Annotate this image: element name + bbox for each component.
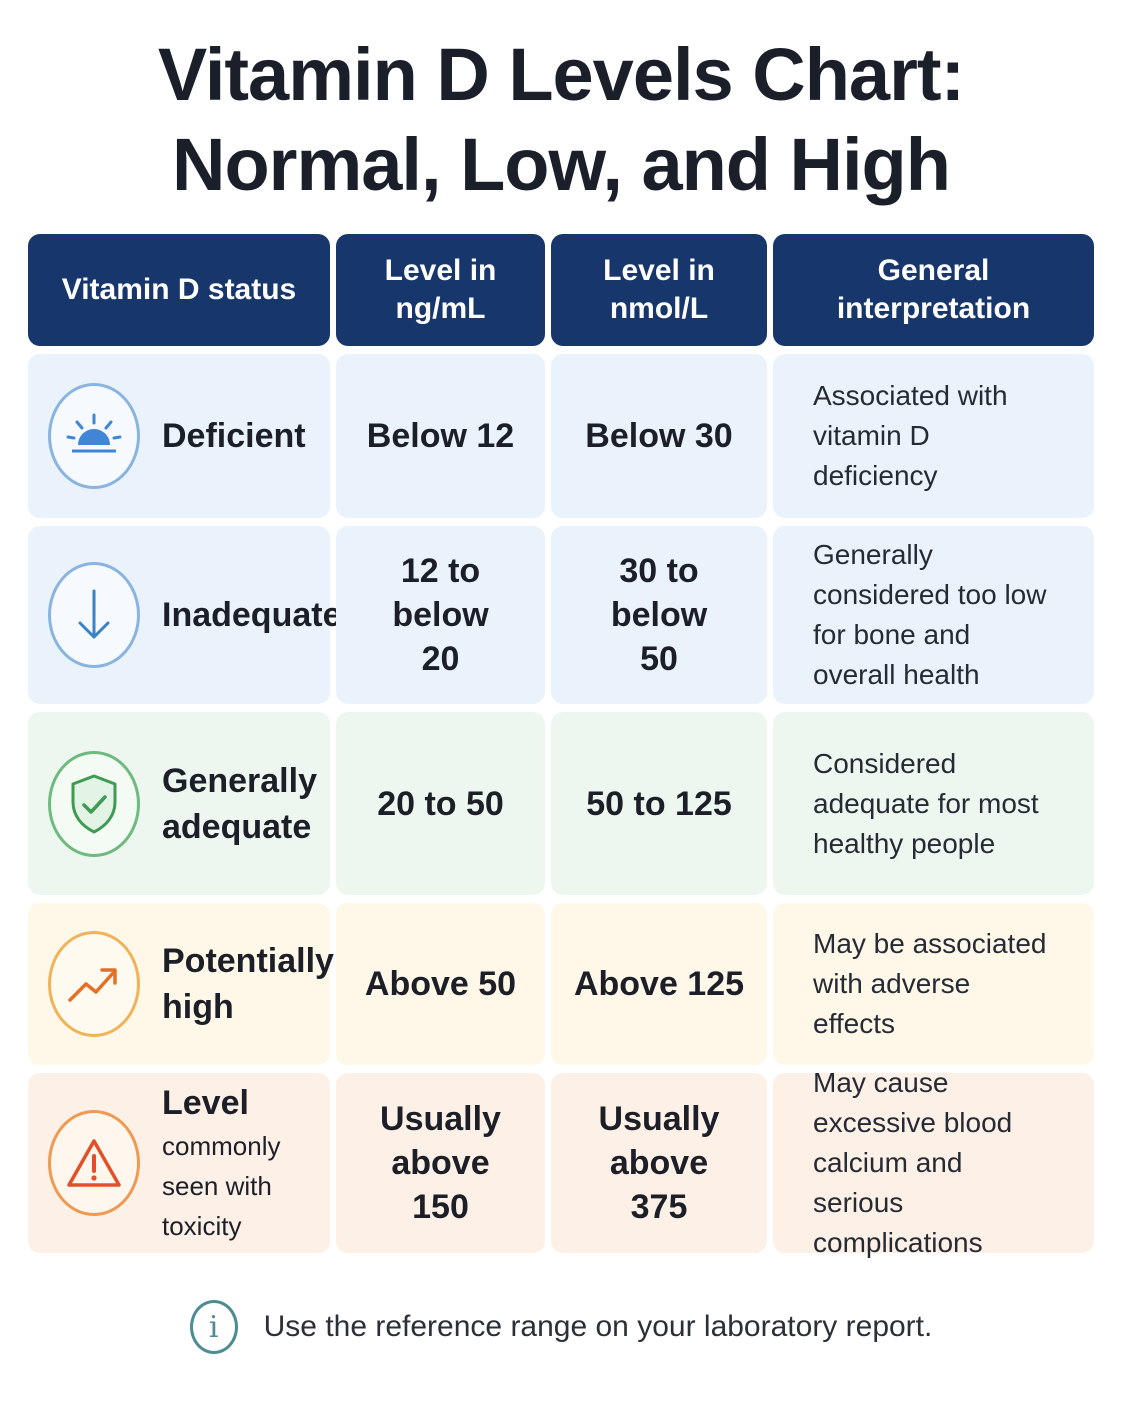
interpretation: Considered adequate for most healthy peo…	[773, 712, 1094, 895]
status-label-line-2: commonly seen with toxicity	[162, 1131, 281, 1241]
value-nmol: Below 30	[551, 354, 767, 518]
title-line-2: Normal, Low, and High	[172, 123, 951, 206]
table-row-status: Generally adequate	[28, 712, 330, 895]
value-nmol: Usually above 375	[551, 1073, 767, 1253]
status-label: Deficient	[162, 417, 306, 455]
status-label: Potentially high	[162, 942, 334, 1026]
footer-note: i Use the reference range on your labora…	[0, 1300, 1122, 1354]
table-row-status: Level commonly seen with toxicity	[28, 1073, 330, 1253]
page-title: Vitamin D Levels Chart: Normal, Low, and…	[0, 30, 1122, 210]
interpretation: May cause excessive blood calcium and se…	[773, 1067, 1094, 1258]
header-ngml: Level in ng/mL	[336, 234, 545, 346]
value-ngml: Above 50	[336, 903, 545, 1065]
value-nmol: 50 to 125	[551, 712, 767, 895]
interpretation: Generally considered too low for bone an…	[773, 526, 1094, 704]
footer-note-text: Use the reference range on your laborato…	[263, 1310, 933, 1343]
header-interpretation: General interpretation	[773, 234, 1094, 346]
value-ngml: 20 to 50	[336, 712, 545, 895]
info-icon: i	[189, 1300, 238, 1354]
warning-icon	[48, 1110, 140, 1216]
shield-check-icon	[48, 750, 140, 857]
table-row-status: Deficient	[28, 354, 330, 518]
status-label: Inadequate	[162, 596, 342, 634]
table-row-status: Inadequate	[28, 526, 341, 704]
value-nmol: Above 125	[551, 903, 767, 1065]
sunrise-icon	[48, 383, 140, 489]
title-line-1: Vitamin D Levels Chart:	[157, 33, 965, 116]
value-ngml: 12 to below 20	[336, 526, 545, 704]
interpretation: May be associated with adverse effects	[773, 903, 1094, 1065]
table-row-status: Potentially high	[28, 903, 334, 1065]
interpretation: Associated with vitamin D deficiency	[773, 354, 1094, 518]
value-ngml: Usually above 150	[336, 1073, 545, 1253]
status-label-line-1: Level	[162, 1084, 249, 1122]
header-status: Vitamin D status	[28, 234, 330, 346]
value-ngml: Below 12	[336, 354, 545, 518]
arrow-down-icon	[48, 562, 140, 668]
header-nmol: Level in nmol/L	[551, 234, 767, 346]
trend-up-icon	[48, 931, 140, 1037]
status-label: Generally adequate	[162, 761, 317, 846]
value-nmol: 30 to below 50	[551, 526, 767, 704]
vitamin-d-table: Vitamin D status Level in ng/mL Level in…	[28, 234, 1094, 1262]
status-label: Level commonly seen with toxicity	[162, 1080, 330, 1246]
